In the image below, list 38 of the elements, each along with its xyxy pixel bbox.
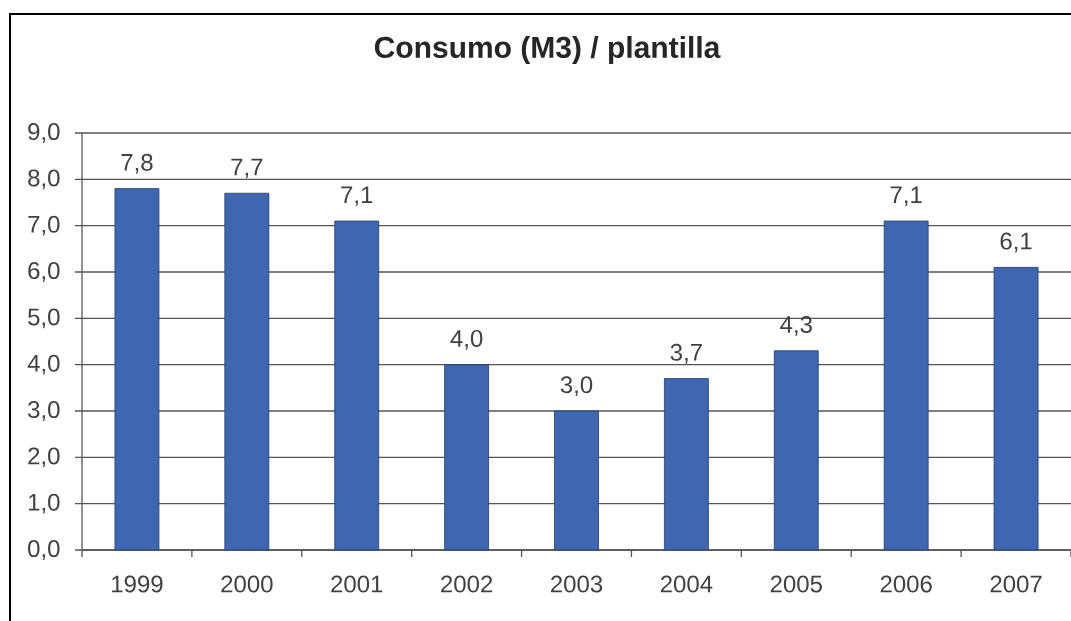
y-tick-label: 3,0 [28, 401, 60, 421]
y-tick-label: 5,0 [28, 308, 60, 329]
x-tick-label: 2004 [660, 575, 713, 593]
data-label: 3,0 [560, 376, 593, 397]
x-tick-label: 2006 [880, 575, 932, 593]
bar [554, 410, 599, 551]
y-tick-label: 9,0 [28, 123, 60, 143]
chart-title: Consumo (M3) / plantilla [374, 36, 721, 64]
bar [444, 364, 490, 551]
data-label: 3,7 [670, 343, 702, 364]
y-tick-label: 0,0 [28, 540, 60, 560]
y-tick-label: 1,0 [28, 493, 60, 514]
x-tick-label: 2005 [770, 575, 822, 593]
x-tick-label: 1999 [112, 575, 163, 593]
y-tick-label: 8,0 [28, 169, 60, 190]
bar [883, 220, 929, 551]
data-label: 4,3 [780, 316, 812, 336]
y-tick-label: 7,0 [28, 215, 60, 236]
data-label: 7,8 [121, 153, 153, 174]
x-tick-label: 2000 [221, 575, 273, 593]
x-tick-label: 2003 [551, 575, 603, 593]
y-tick-label: 6,0 [28, 262, 60, 282]
bar [224, 192, 270, 551]
data-label: 7,1 [890, 186, 922, 207]
data-label: 7,1 [341, 186, 373, 207]
data-label: 4,0 [450, 329, 483, 350]
x-tick-label: 2002 [441, 575, 493, 593]
y-tick-label: 2,0 [28, 447, 60, 468]
bar [334, 220, 380, 551]
x-tick-label: 2007 [990, 575, 1042, 593]
y-tick-label: 4,0 [27, 354, 60, 375]
bar [663, 378, 709, 551]
bar [993, 266, 1039, 551]
data-label: 7,7 [231, 158, 263, 179]
x-tick-label: 2001 [331, 575, 383, 593]
bar [773, 350, 819, 551]
bar [114, 188, 160, 551]
data-label: 6,1 [1000, 232, 1032, 253]
